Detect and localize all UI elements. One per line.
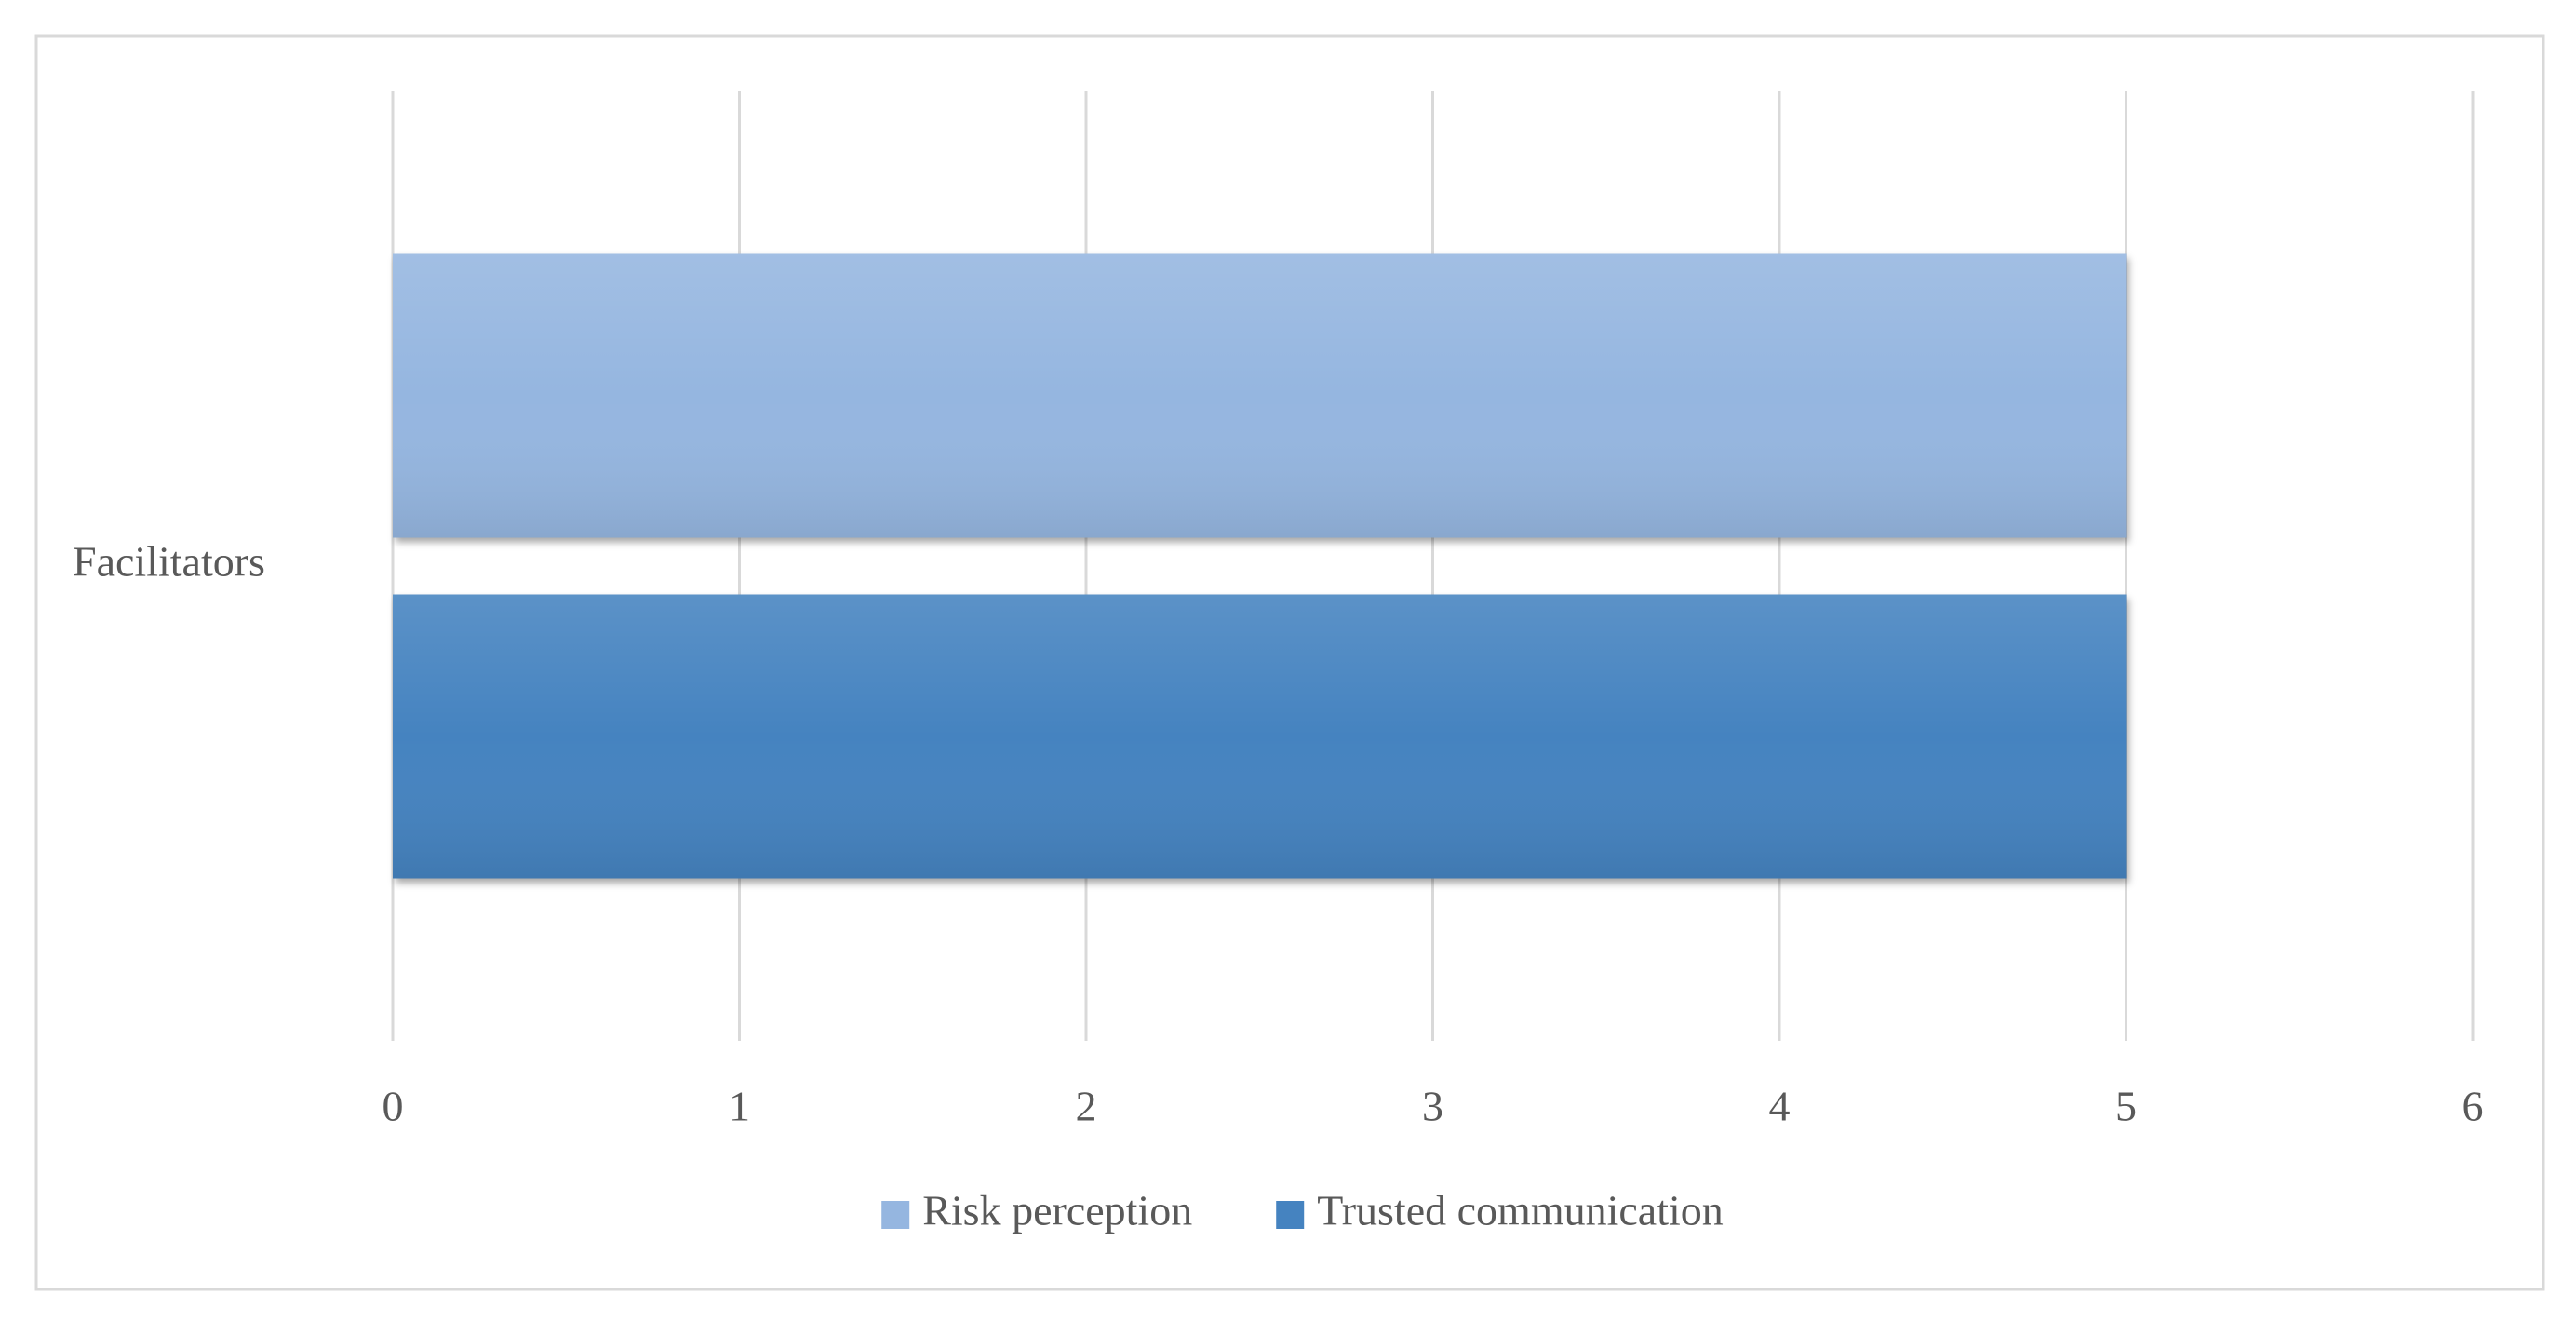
category-label: Facilitators	[73, 538, 265, 586]
grid	[391, 91, 2475, 1041]
legend-swatch	[1276, 1201, 1305, 1229]
x-tick-label: 6	[2462, 1083, 2484, 1130]
bars	[393, 253, 2127, 879]
bar-shading	[393, 253, 2127, 538]
x-tick-label: 2	[1076, 1083, 1097, 1130]
x-tick-label: 3	[1422, 1083, 1443, 1130]
legend: Risk perception Trusted communication	[881, 1187, 1724, 1234]
legend-swatch	[881, 1201, 910, 1229]
x-tick-label: 5	[2115, 1083, 2137, 1130]
x-tick-label: 1	[729, 1083, 750, 1130]
x-tick-label: 4	[1769, 1083, 1791, 1130]
legend-label: Risk perception	[922, 1187, 1192, 1234]
labels: 0 1 2 3 4 5 6 Facilitators	[73, 538, 2484, 1130]
bar-shading	[393, 594, 2127, 879]
x-tick-label: 0	[382, 1083, 404, 1130]
legend-label: Trusted communication	[1317, 1187, 1724, 1234]
